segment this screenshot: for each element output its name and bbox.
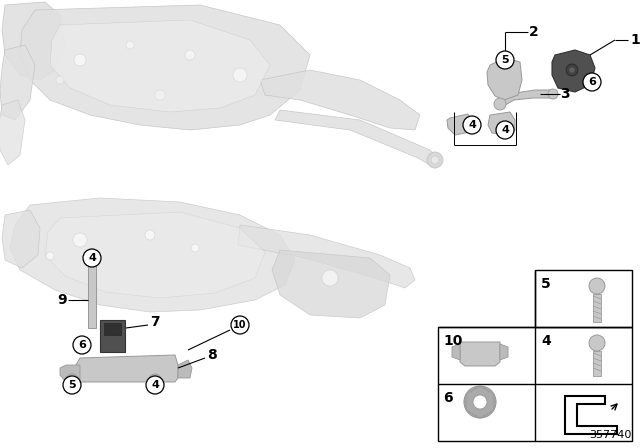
Polygon shape — [0, 100, 25, 165]
Circle shape — [496, 51, 514, 69]
Circle shape — [76, 339, 88, 351]
Text: 3: 3 — [560, 87, 570, 101]
Polygon shape — [447, 114, 472, 135]
Polygon shape — [272, 250, 390, 318]
Circle shape — [191, 244, 199, 252]
Circle shape — [46, 252, 54, 260]
Circle shape — [503, 58, 507, 62]
Circle shape — [322, 270, 338, 286]
Circle shape — [149, 374, 161, 386]
Text: 6: 6 — [78, 340, 86, 350]
Text: 357740: 357740 — [589, 430, 632, 440]
Circle shape — [126, 41, 134, 49]
Polygon shape — [0, 45, 35, 120]
Circle shape — [86, 254, 98, 266]
Text: 6: 6 — [443, 391, 452, 405]
Polygon shape — [2, 2, 65, 80]
Text: 6: 6 — [588, 77, 596, 87]
Circle shape — [79, 342, 85, 348]
Bar — [104, 323, 121, 335]
Circle shape — [496, 121, 514, 139]
Circle shape — [569, 67, 575, 73]
Text: 4: 4 — [541, 334, 551, 348]
Circle shape — [463, 116, 481, 134]
Bar — [100, 320, 125, 352]
Circle shape — [63, 376, 81, 394]
Circle shape — [146, 376, 164, 394]
Circle shape — [589, 278, 605, 294]
Text: 10: 10 — [443, 334, 462, 348]
Circle shape — [500, 55, 510, 65]
Polygon shape — [552, 50, 595, 92]
Circle shape — [56, 76, 64, 84]
Text: 4: 4 — [88, 253, 96, 263]
Polygon shape — [76, 355, 178, 382]
Circle shape — [566, 64, 578, 76]
Bar — [535, 270, 632, 327]
Polygon shape — [275, 110, 440, 168]
Text: 4: 4 — [501, 125, 509, 135]
Bar — [88, 258, 96, 328]
Polygon shape — [20, 5, 310, 130]
Text: 5: 5 — [501, 55, 509, 65]
Text: 10: 10 — [233, 320, 247, 330]
Circle shape — [473, 395, 487, 409]
Circle shape — [231, 316, 249, 334]
Circle shape — [83, 249, 101, 267]
Circle shape — [69, 377, 75, 383]
Circle shape — [583, 73, 601, 91]
Polygon shape — [487, 58, 522, 100]
Circle shape — [464, 386, 496, 418]
Circle shape — [152, 377, 158, 383]
Text: 8: 8 — [207, 348, 217, 362]
Polygon shape — [260, 70, 420, 130]
Polygon shape — [500, 344, 508, 360]
Circle shape — [585, 75, 599, 89]
Polygon shape — [50, 20, 270, 112]
Polygon shape — [178, 360, 192, 378]
Text: 1: 1 — [630, 33, 640, 47]
Circle shape — [73, 233, 87, 247]
Circle shape — [66, 374, 78, 386]
Circle shape — [431, 156, 439, 164]
Circle shape — [145, 230, 155, 240]
Polygon shape — [500, 90, 555, 108]
Text: 7: 7 — [150, 315, 160, 329]
Bar — [593, 351, 601, 376]
Circle shape — [89, 257, 95, 263]
Circle shape — [589, 335, 605, 351]
Circle shape — [74, 54, 86, 66]
Circle shape — [233, 68, 247, 82]
Text: 4: 4 — [151, 380, 159, 390]
Bar — [438, 327, 632, 441]
Circle shape — [427, 152, 443, 168]
Bar — [593, 294, 601, 322]
Circle shape — [73, 336, 91, 354]
Polygon shape — [60, 365, 80, 382]
Polygon shape — [238, 225, 415, 288]
Text: 4: 4 — [468, 120, 476, 130]
Circle shape — [185, 50, 195, 60]
Circle shape — [155, 90, 165, 100]
Circle shape — [500, 55, 510, 65]
Circle shape — [494, 98, 506, 110]
Circle shape — [589, 78, 595, 86]
Polygon shape — [460, 342, 500, 366]
Text: 2: 2 — [529, 25, 539, 39]
Polygon shape — [452, 344, 460, 360]
Circle shape — [87, 255, 97, 265]
Circle shape — [548, 89, 558, 99]
Polygon shape — [2, 210, 40, 268]
Polygon shape — [10, 198, 295, 312]
Text: 9: 9 — [57, 293, 67, 307]
Polygon shape — [488, 112, 515, 135]
Polygon shape — [45, 212, 265, 298]
Text: 5: 5 — [541, 277, 551, 291]
Text: 5: 5 — [68, 380, 76, 390]
